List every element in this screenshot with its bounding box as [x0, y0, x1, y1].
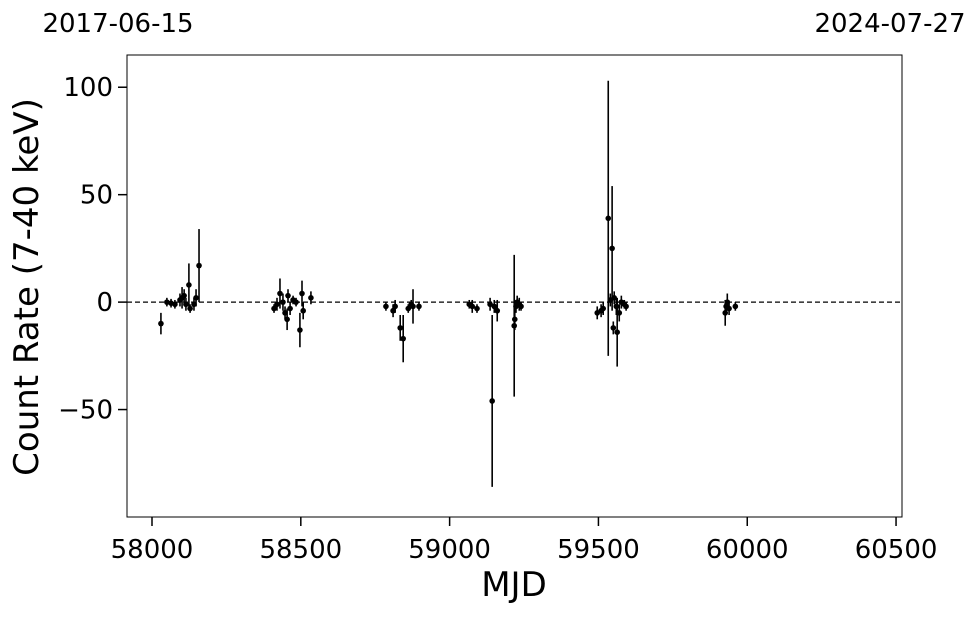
- data-point: [469, 303, 476, 310]
- data-point: [489, 398, 495, 404]
- data-point: [293, 299, 299, 305]
- data-point: [400, 335, 406, 342]
- data-point: [616, 310, 623, 316]
- x-tick-label: 60500: [855, 535, 938, 565]
- data-point: [287, 305, 293, 312]
- y-tick-label: −50: [58, 396, 113, 426]
- data-point: [726, 305, 732, 312]
- data-point: [511, 316, 518, 323]
- data-point: [600, 305, 606, 312]
- data-point: [405, 305, 412, 312]
- data-point: [614, 329, 620, 336]
- data-point: [158, 320, 164, 327]
- data-point: [186, 282, 192, 288]
- y-tick-label: 50: [80, 181, 113, 211]
- corner-label-left: 2017-06-15: [42, 9, 193, 39]
- data-point: [193, 295, 199, 301]
- y-axis-label: Count Rate (7-40 keV): [7, 98, 47, 476]
- data-point: [416, 303, 422, 310]
- data-point: [732, 303, 739, 310]
- data-point: [183, 301, 189, 308]
- y-tick-label: 0: [96, 288, 113, 318]
- data-point: [623, 303, 629, 310]
- data-point: [280, 299, 286, 305]
- x-tick-label: 58000: [111, 535, 194, 565]
- x-tick-label: 58500: [259, 535, 342, 565]
- data-point: [284, 316, 290, 323]
- data-point: [487, 301, 493, 308]
- x-axis-label: MJD: [481, 565, 547, 605]
- data-point: [383, 303, 389, 310]
- data-point: [300, 307, 306, 314]
- data-point: [474, 305, 480, 312]
- x-tick-label: 59500: [557, 535, 640, 565]
- data-point: [392, 303, 398, 310]
- data-point: [271, 305, 277, 312]
- data-point: [297, 327, 303, 333]
- data-point: [722, 310, 729, 316]
- data-point: [299, 290, 305, 297]
- data-point: [277, 290, 283, 297]
- data-point: [605, 215, 612, 222]
- y-tick-label: 100: [63, 73, 113, 103]
- data-point: [181, 292, 187, 299]
- data-point: [494, 307, 501, 314]
- data-point: [491, 303, 498, 310]
- data-point: [610, 325, 617, 331]
- data-point: [285, 292, 291, 299]
- data-point: [196, 262, 202, 269]
- plot-frame: [126, 54, 903, 518]
- x-tick-label: 60000: [706, 535, 789, 565]
- corner-label-right: 2024-07-27: [814, 9, 965, 39]
- data-point: [609, 245, 615, 252]
- data-point: [518, 303, 524, 310]
- data-point: [308, 295, 314, 301]
- data-point: [274, 301, 280, 308]
- data-point: [172, 301, 178, 308]
- data-point: [397, 325, 404, 331]
- data-point: [410, 303, 416, 310]
- x-tick-label: 59000: [408, 535, 491, 565]
- data-point: [187, 305, 193, 312]
- data-point: [613, 303, 620, 310]
